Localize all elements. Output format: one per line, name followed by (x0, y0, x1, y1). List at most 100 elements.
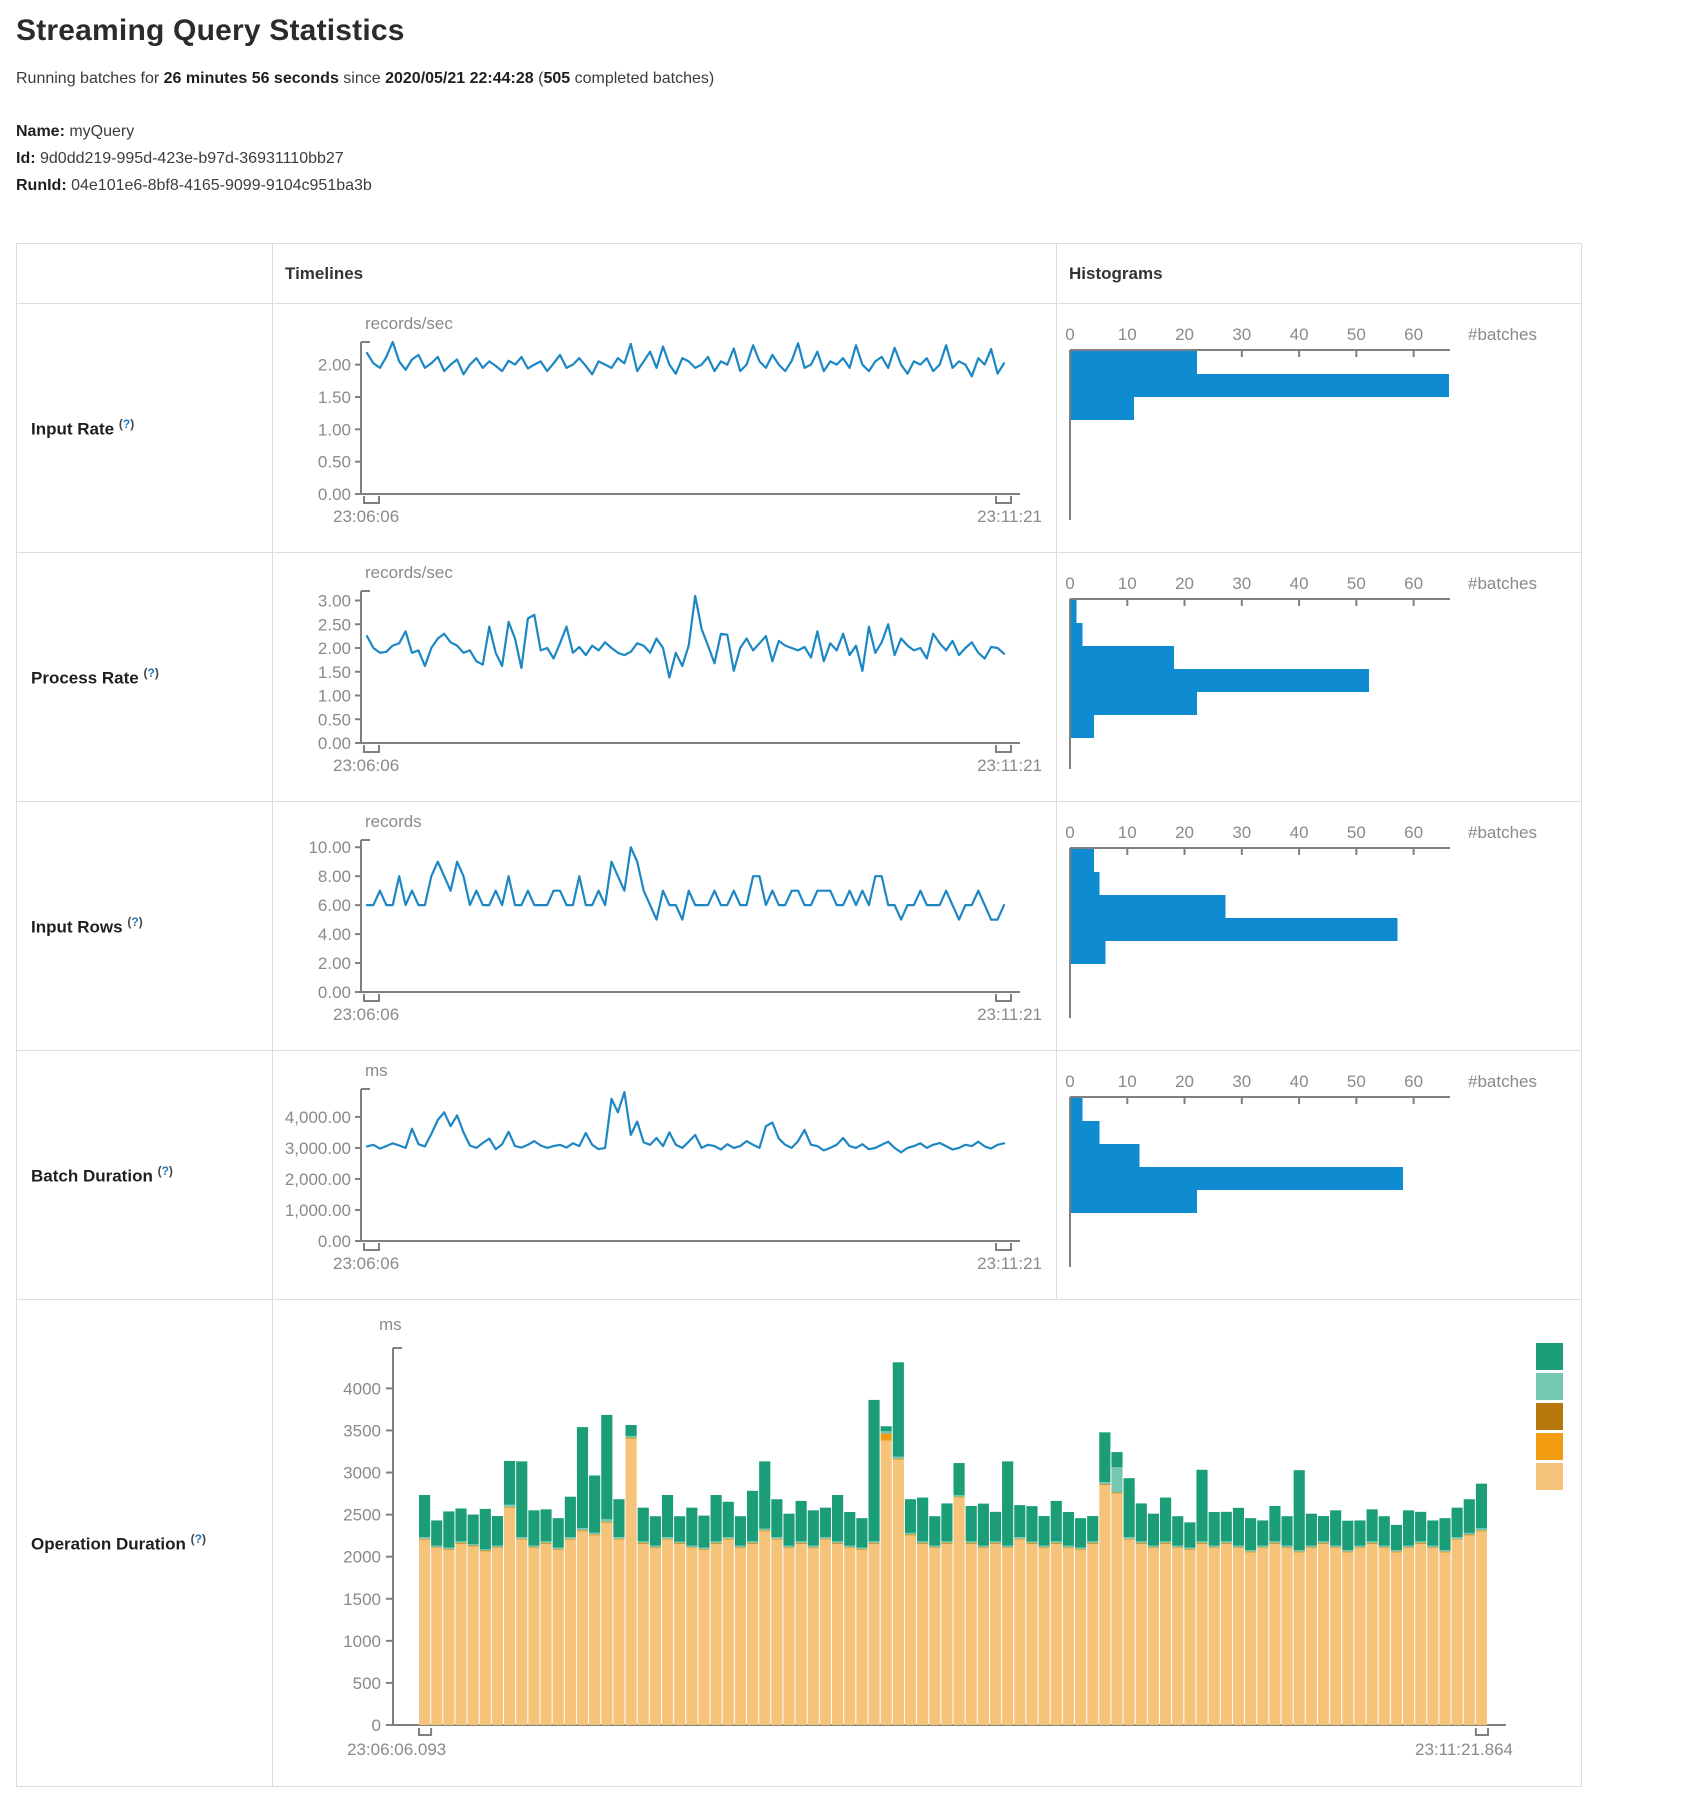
table-header-row: Timelines Histograms (16, 243, 1582, 304)
batch-duration-histogram-cell: 0 10 20 30 40 50 60 #batches (1056, 1050, 1582, 1300)
svg-text:1.50: 1.50 (318, 663, 351, 682)
svg-text:0.00: 0.00 (318, 734, 351, 753)
svg-text:records/sec: records/sec (365, 563, 453, 582)
svg-text:0: 0 (1065, 1072, 1074, 1091)
input-rate-histogram-cell: 0 10 20 30 40 50 60 #batches (1056, 303, 1582, 553)
svg-text:23:11:21: 23:11:21 (977, 756, 1042, 775)
query-runid-label: RunId: (16, 177, 67, 194)
svg-text:1500: 1500 (343, 1590, 381, 1609)
batch-duration-histogram-chart: 0 10 20 30 40 50 60 #batches (1065, 1072, 1537, 1267)
legend-swatch (1536, 1403, 1563, 1430)
process-rate-timeline-cell: records/sec 3.00 2.50 2.00 1.50 1.00 0.50 0.00 2… (272, 552, 1057, 802)
svg-text:23:06:06: 23:06:06 (333, 1005, 399, 1024)
query-name-value: myQuery (64, 123, 135, 140)
svg-text:3000: 3000 (343, 1464, 381, 1483)
input-rows-histogram-cell: 0 10 20 30 40 50 60 #batches (1056, 801, 1582, 1051)
query-id-row: Id: 9d0dd219-995d-423e-b97d-36931110bb27 (16, 145, 1693, 172)
svg-text:23:11:21.864: 23:11:21.864 (1415, 1740, 1513, 1759)
svg-text:2,000.00: 2,000.00 (285, 1170, 351, 1189)
histograms-column-header: Histograms (1056, 243, 1582, 304)
statistics-table: Timelines Histograms Input Rate (?) reco… (16, 243, 1582, 1787)
process-rate-help-icon[interactable]: (?) (143, 665, 159, 680)
svg-text:10: 10 (1118, 325, 1137, 344)
legend-swatch (1536, 1433, 1563, 1460)
svg-text:10: 10 (1118, 823, 1137, 842)
svg-text:60: 60 (1404, 823, 1423, 842)
batch-duration-help-icon[interactable]: (?) (157, 1163, 173, 1178)
operation-duration-help-icon[interactable]: (?) (190, 1531, 206, 1546)
svg-text:30: 30 (1232, 574, 1251, 593)
input-rate-histogram-chart: 0 10 20 30 40 50 60 #batches (1065, 325, 1537, 520)
svg-text:40: 40 (1290, 1072, 1309, 1091)
svg-text:3,000.00: 3,000.00 (285, 1139, 351, 1158)
svg-text:records: records (365, 812, 422, 831)
input-rows-timeline-cell: records 10.00 8.00 6.00 4.00 2.00 0.00 23:06:06… (272, 801, 1057, 1051)
svg-text:1.00: 1.00 (318, 687, 351, 706)
svg-text:6.00: 6.00 (318, 896, 351, 915)
input-rows-help-icon[interactable]: (?) (127, 914, 143, 929)
svg-text:4000: 4000 (343, 1379, 381, 1398)
input-rate-timeline-chart: records/sec 2.00 1.50 1.00 0.50 0.00 23:06:06 2… (318, 314, 1042, 526)
svg-text:50: 50 (1347, 1072, 1366, 1091)
svg-text:40: 40 (1290, 325, 1309, 344)
svg-text:23:06:06.093: 23:06:06.093 (347, 1740, 446, 1759)
svg-text:1.50: 1.50 (318, 388, 351, 407)
svg-text:50: 50 (1347, 823, 1366, 842)
svg-text:records/sec: records/sec (365, 314, 453, 333)
svg-text:3500: 3500 (343, 1421, 381, 1440)
operation-duration-row: Operation Duration (?) ms 4000 3500 3000 250… (16, 1299, 1582, 1787)
operation-duration-chart-cell: ms 4000 3500 3000 2500 2000 1500 1000 500 0 23:06:… (272, 1299, 1582, 1787)
svg-text:60: 60 (1404, 325, 1423, 344)
svg-text:30: 30 (1232, 1072, 1251, 1091)
batch-duration-label-cell: Batch Duration (?) (16, 1050, 273, 1300)
svg-text:3.00: 3.00 (318, 592, 351, 611)
svg-text:2.00: 2.00 (318, 356, 351, 375)
input-rate-label-cell: Input Rate (?) (16, 303, 273, 553)
svg-text:40: 40 (1290, 823, 1309, 842)
svg-text:23:11:21: 23:11:21 (977, 1005, 1042, 1024)
input-rate-timeline-cell: records/sec 2.00 1.50 1.00 0.50 0.00 23:06:06 2… (272, 303, 1057, 553)
svg-text:0.00: 0.00 (318, 485, 351, 504)
svg-text:#batches: #batches (1468, 325, 1537, 344)
svg-text:40: 40 (1290, 574, 1309, 593)
svg-text:0.50: 0.50 (318, 453, 351, 472)
svg-text:30: 30 (1232, 325, 1251, 344)
svg-text:ms: ms (365, 1061, 388, 1080)
svg-text:60: 60 (1404, 574, 1423, 593)
metric-column-header (16, 243, 273, 304)
svg-text:23:06:06: 23:06:06 (333, 507, 399, 526)
svg-text:60: 60 (1404, 1072, 1423, 1091)
svg-text:2.00: 2.00 (318, 639, 351, 658)
start-timestamp: 2020/05/21 22:44:28 (385, 70, 534, 87)
svg-text:0: 0 (1065, 823, 1074, 842)
svg-text:20: 20 (1175, 574, 1194, 593)
input-rows-label-cell: Input Rows (?) (16, 801, 273, 1051)
svg-text:23:06:06: 23:06:06 (333, 1254, 399, 1273)
svg-text:1.00: 1.00 (318, 420, 351, 439)
svg-text:1000: 1000 (343, 1632, 381, 1651)
svg-text:0.50: 0.50 (318, 710, 351, 729)
svg-text:10: 10 (1118, 1072, 1137, 1091)
svg-text:20: 20 (1175, 325, 1194, 344)
batch-duration-timeline-chart: ms 4,000.00 3,000.00 2,000.00 1,000.00 0.00 23… (285, 1061, 1042, 1273)
svg-text:8.00: 8.00 (318, 867, 351, 886)
svg-text:10: 10 (1118, 574, 1137, 593)
svg-text:0: 0 (1065, 574, 1074, 593)
query-runid-value: 04e101e6-8bf8-4165-9099-9104c951ba3b (66, 177, 372, 194)
svg-text:4.00: 4.00 (318, 925, 351, 944)
svg-text:10.00: 10.00 (308, 838, 351, 857)
operation-duration-label-cell: Operation Duration (?) (16, 1299, 273, 1787)
process-rate-timeline-chart: records/sec 3.00 2.50 2.00 1.50 1.00 0.50 0.00 2… (318, 563, 1042, 775)
svg-text:20: 20 (1175, 1072, 1194, 1091)
process-rate-row: Process Rate (?) records/sec 3.00 2.50 2.00… (16, 552, 1582, 802)
completed-batches-count: 505 (543, 70, 571, 87)
operation-duration-legend (1536, 1343, 1563, 1493)
legend-swatch (1536, 1343, 1563, 1370)
input-rate-row: Input Rate (?) records/sec 2.00 1.50 1.00 0.… (16, 303, 1582, 553)
svg-text:20: 20 (1175, 823, 1194, 842)
svg-text:23:06:06: 23:06:06 (333, 756, 399, 775)
process-rate-histogram-chart: 0 10 20 30 40 50 60 #batches (1065, 574, 1537, 769)
legend-swatch (1536, 1463, 1563, 1490)
svg-text:#batches: #batches (1468, 574, 1537, 593)
input-rate-help-icon[interactable]: (?) (118, 416, 135, 431)
